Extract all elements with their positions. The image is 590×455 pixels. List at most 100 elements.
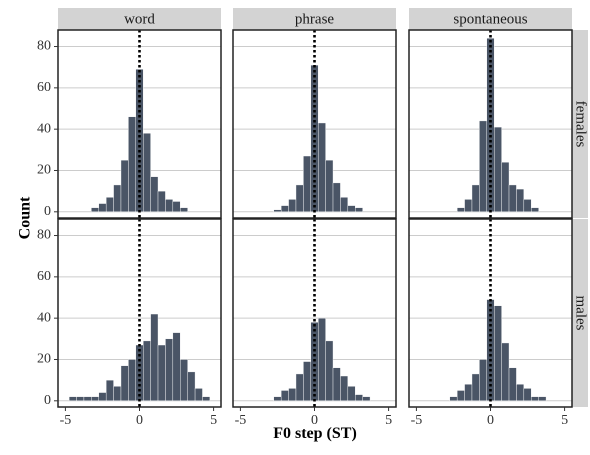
histogram-bar-word-females [113, 184, 122, 213]
facet-strip-phrase [233, 8, 396, 30]
histogram-bar-word-males [150, 313, 159, 402]
histogram-bar-word-males [68, 396, 77, 402]
x-tick-label: 5 [385, 413, 392, 428]
histogram-bar-word-males [76, 396, 85, 402]
histogram-bar-phrase-females [273, 209, 282, 213]
y-tick-label: 40 [37, 121, 51, 136]
histogram-bar-spontaneous-males [538, 396, 547, 402]
y-tick-label: 0 [44, 393, 51, 408]
x-tick-label: -5 [60, 413, 72, 428]
y-axis-title: Count [17, 196, 34, 239]
histogram-bar-word-males [157, 344, 166, 402]
histogram-bar-phrase-females [325, 159, 334, 213]
histogram-bar-phrase-females [318, 122, 326, 213]
histogram-bar-word-males [143, 340, 151, 402]
y-tick-label: 60 [37, 80, 51, 95]
facet-strip-males [572, 219, 588, 407]
histogram-bar-spontaneous-females [464, 199, 473, 213]
histogram-bar-phrase-males [355, 394, 363, 402]
histogram-bar-word-males [128, 359, 136, 402]
histogram-bar-spontaneous-females [516, 188, 525, 213]
y-tick-label: 20 [37, 352, 51, 367]
histogram-bar-spontaneous-males [531, 396, 539, 402]
y-tick-label: 60 [37, 269, 51, 284]
histogram-bar-phrase-females [340, 197, 349, 213]
histogram-bar-phrase-males [303, 361, 311, 402]
y-tick-label: 80 [37, 228, 51, 243]
x-tick-label: -5 [411, 413, 423, 428]
histogram-bar-phrase-males [347, 386, 356, 402]
facet-strip-females [572, 30, 588, 218]
histogram-bar-spontaneous-males [479, 359, 487, 402]
histogram-bar-phrase-females [280, 205, 289, 213]
histogram-bar-word-males [202, 396, 211, 402]
y-tick-label: 20 [37, 163, 51, 178]
histogram-bar-word-males [194, 388, 203, 402]
x-axis-title: F0 step (ST) [273, 425, 357, 442]
panel-border [408, 29, 573, 219]
histogram-bar-phrase-females [332, 182, 341, 213]
histogram-bar-word-females [91, 207, 99, 213]
histogram-bar-word-females [143, 133, 151, 213]
histogram-bar-phrase-males [280, 390, 289, 402]
histogram-bar-phrase-males [273, 396, 282, 402]
y-tick-label: 80 [37, 39, 51, 54]
histogram-bar-spontaneous-females [501, 162, 510, 213]
histogram-bar-word-males [172, 332, 181, 402]
histogram-bar-spontaneous-females [531, 207, 539, 213]
histogram-bar-word-males [165, 338, 174, 402]
histogram-bar-phrase-males [332, 367, 341, 402]
histogram-bar-word-males [187, 371, 196, 402]
histogram-bar-phrase-females [295, 184, 304, 213]
histogram-bar-spontaneous-females [471, 184, 480, 213]
facet-label-spontaneous: spontaneous [453, 11, 527, 27]
histogram-bar-spontaneous-males [449, 396, 458, 402]
histogram-bar-word-females [120, 159, 129, 213]
facet-label-word: word [124, 11, 155, 27]
histogram-bar-word-males [113, 386, 122, 402]
histogram-bar-phrase-males [288, 388, 297, 402]
histogram-bar-phrase-males [295, 373, 304, 402]
histogram-bar-phrase-females [288, 199, 297, 213]
x-tick-label: 5 [210, 413, 217, 428]
histogram-bar-spontaneous-females [456, 207, 465, 213]
panel-border [232, 29, 397, 219]
histogram-bar-word-males [98, 392, 107, 402]
histogram-bar-phrase-males [325, 340, 334, 402]
histogram-bar-spontaneous-males [516, 384, 525, 402]
x-tick-label: -5 [235, 413, 247, 428]
histogram-bar-spontaneous-males [494, 305, 502, 402]
facet-label-males: males [573, 296, 589, 331]
histogram-bar-spontaneous-females [479, 120, 487, 213]
histogram-bar-word-females [98, 203, 107, 213]
histogram-bar-word-females [180, 207, 188, 213]
histogram-bar-word-males [120, 365, 129, 402]
histogram-bar-spontaneous-males [523, 388, 532, 402]
histogram-bar-word-females [172, 201, 181, 213]
x-tick-label: 5 [561, 413, 568, 428]
histogram-bar-word-females [157, 190, 166, 213]
histogram-bar-phrase-females [347, 205, 356, 213]
histogram-bar-spontaneous-males [508, 367, 517, 402]
facet-strip-word [58, 8, 221, 30]
histogram-bar-spontaneous-males [456, 390, 465, 402]
histogram-bar-spontaneous-males [464, 384, 473, 402]
histogram-bar-phrase-males [318, 317, 326, 402]
x-tick-label: 0 [136, 413, 143, 428]
histogram-bar-word-males [180, 359, 188, 402]
histogram-bar-phrase-males [362, 396, 371, 402]
histogram-bar-word-females [105, 197, 114, 213]
histogram-bar-phrase-females [355, 207, 363, 213]
facet-label-phrase: phrase [295, 11, 334, 27]
histogram-bar-word-males [105, 379, 114, 402]
histogram-bar-phrase-males [340, 375, 349, 402]
histogram-bar-spontaneous-males [501, 342, 510, 402]
y-tick-label: 40 [37, 310, 51, 325]
histogram-bar-spontaneous-females [523, 199, 532, 213]
histogram-bar-word-females [165, 199, 174, 213]
histogram-bar-phrase-females [303, 155, 311, 213]
y-tick-label: 0 [44, 204, 51, 219]
facet-label-females: females [573, 101, 589, 148]
histogram-bar-word-males [83, 396, 92, 402]
